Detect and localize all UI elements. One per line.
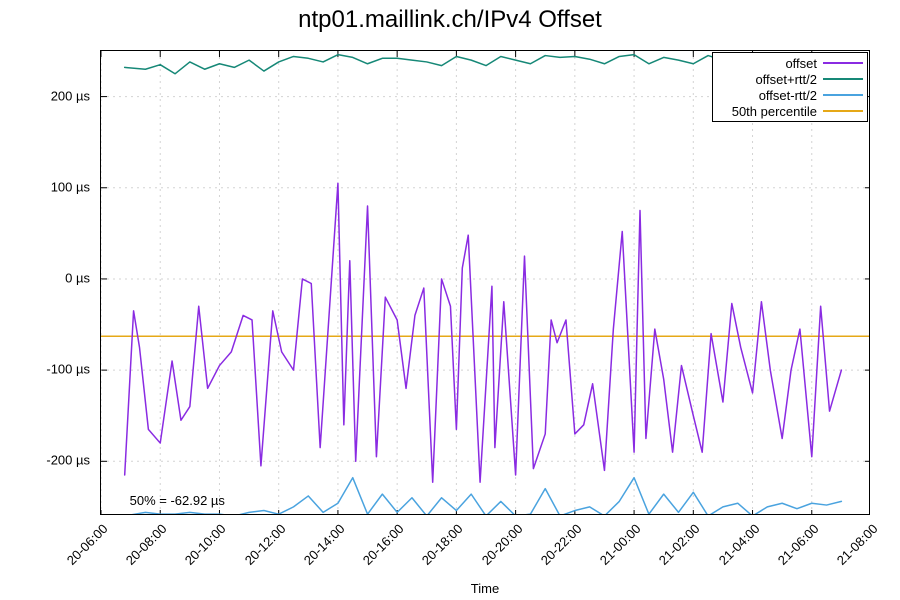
y-tick-label: 200 µs bbox=[0, 88, 90, 103]
legend-item-label: 50th percentile bbox=[717, 104, 823, 119]
legend-item: 50th percentile bbox=[717, 103, 863, 119]
y-tick-label: 0 µs bbox=[0, 270, 90, 285]
x-tick-label: 21-08:00 bbox=[834, 521, 881, 568]
x-axis-title: Time bbox=[100, 581, 870, 596]
legend-item-swatch bbox=[823, 94, 863, 96]
y-tick-label: -100 µs bbox=[0, 362, 90, 377]
legend-item-swatch bbox=[823, 78, 863, 80]
legend-item-swatch bbox=[823, 62, 863, 64]
x-tick-label: 20-14:00 bbox=[301, 521, 348, 568]
x-tick-label: 21-06:00 bbox=[774, 521, 821, 568]
legend-item-label: offset+rtt/2 bbox=[717, 72, 823, 87]
y-tick-label: -200 µs bbox=[0, 453, 90, 468]
legend-item: offset-rtt/2 bbox=[717, 87, 863, 103]
percentile-annotation: 50% = -62.92 µs bbox=[130, 493, 225, 508]
x-tick-label: 20-06:00 bbox=[64, 521, 111, 568]
x-tick-label: 20-10:00 bbox=[182, 521, 229, 568]
x-tick-label: 20-16:00 bbox=[360, 521, 407, 568]
legend-item-label: offset bbox=[717, 56, 823, 71]
x-tick-label: 20-18:00 bbox=[419, 521, 466, 568]
x-tick-label: 20-08:00 bbox=[123, 521, 170, 568]
legend-item-swatch bbox=[823, 110, 863, 112]
x-tick-label: 21-00:00 bbox=[597, 521, 644, 568]
x-tick-label: 21-04:00 bbox=[715, 521, 762, 568]
legend-item: offset+rtt/2 bbox=[717, 71, 863, 87]
x-tick-label: 20-20:00 bbox=[478, 521, 525, 568]
x-tick-label: 20-12:00 bbox=[241, 521, 288, 568]
legend-item: offset bbox=[717, 55, 863, 71]
legend: offsetoffset+rtt/2offset-rtt/250th perce… bbox=[712, 52, 868, 122]
chart-title: ntp01.maillink.ch/IPv4 Offset bbox=[0, 6, 900, 34]
y-tick-label: 100 µs bbox=[0, 179, 90, 194]
legend-item-label: offset-rtt/2 bbox=[717, 88, 823, 103]
x-tick-label: 21-02:00 bbox=[656, 521, 703, 568]
x-tick-label: 20-22:00 bbox=[538, 521, 585, 568]
